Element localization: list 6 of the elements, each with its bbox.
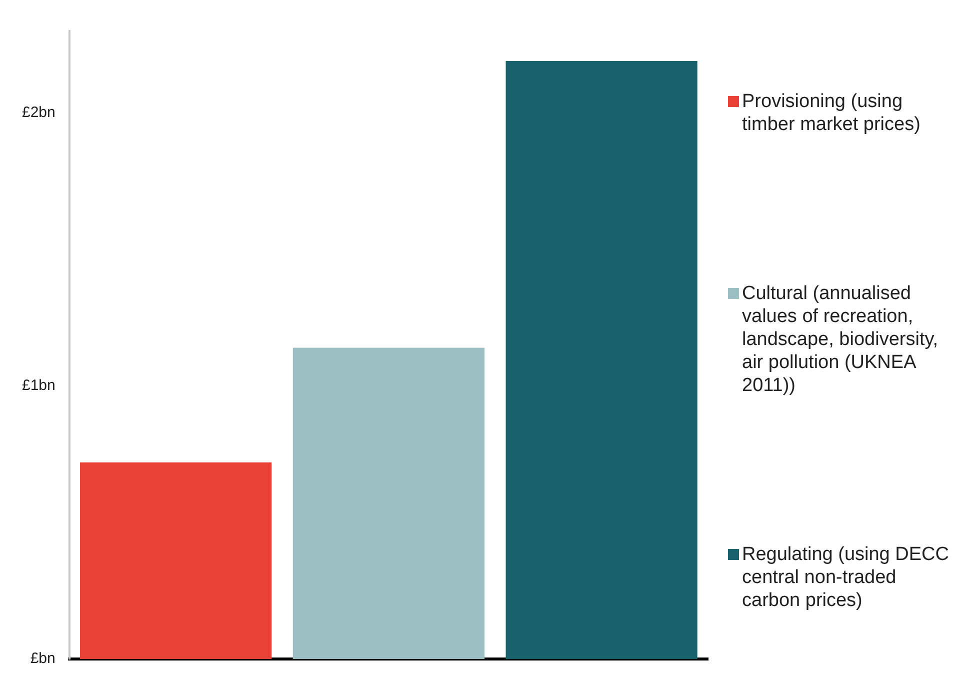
y-tick-label: £bn — [30, 650, 56, 668]
legend-label: Cultural (annualised values of recreation, landscape, biodiversity, air pollution (UKNEA 2011)) — [742, 282, 940, 397]
y-tick-label: £2bn — [22, 104, 56, 122]
y-tick-label: £1bn — [22, 377, 56, 394]
legend-label: Regulating (using DECC central non-traded carbon prices) — [742, 543, 949, 612]
legend-label: Provisioning (using timber market prices) — [742, 90, 922, 136]
